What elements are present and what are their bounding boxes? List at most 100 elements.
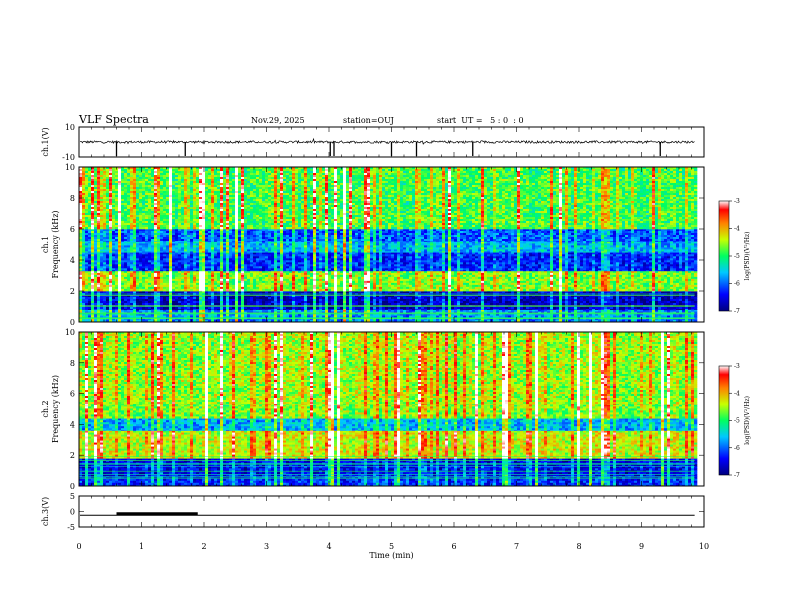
spectrogram-cell	[673, 310, 676, 312]
spectrogram-cell	[97, 310, 100, 312]
ch1-trace	[80, 139, 694, 145]
spectrogram-cell	[646, 310, 649, 312]
spectrogram-cell	[283, 310, 286, 312]
spectrogram-cell	[187, 310, 190, 312]
spectrogram-cell	[148, 310, 151, 312]
spectrogram-cell	[196, 297, 199, 299]
spectrogram-cell	[376, 310, 379, 312]
spectrogram-cell	[340, 310, 343, 312]
spectrogram-cell	[619, 310, 622, 312]
spectrogram-cell	[157, 310, 160, 312]
spectrogram-cell	[565, 310, 568, 312]
spectrogram-cell	[631, 310, 634, 312]
spectrogram-cell	[682, 310, 685, 312]
spectrogram-cell	[571, 310, 574, 312]
spectrogram-cell	[157, 297, 160, 299]
spectrogram-cell	[106, 310, 109, 312]
spectrogram-cell	[637, 310, 640, 312]
spectrogram-cell	[343, 310, 346, 312]
spectrogram-cell	[82, 310, 85, 312]
spectrogram-cell	[253, 310, 256, 312]
spectrogram-cell	[655, 310, 658, 312]
spectrogram-cell	[187, 297, 190, 299]
spectrogram-cell	[127, 297, 130, 299]
spectrogram-cell	[508, 310, 511, 312]
spectrogram-cell	[253, 297, 256, 299]
spectrogram-cell	[361, 310, 364, 312]
spectrogram-cell	[538, 310, 541, 312]
spectrogram-cell	[274, 310, 277, 312]
spectrogram-cell	[226, 297, 229, 299]
spectrogram-cell	[130, 310, 133, 312]
spectrogram-cell	[568, 310, 571, 312]
spectrogram-cell	[178, 310, 181, 312]
spectrogram-cell	[487, 310, 490, 312]
spectrogram-cell	[559, 310, 562, 312]
spectrogram-cell	[427, 310, 430, 312]
spectrogram-cell	[103, 310, 106, 312]
spectrogram-cell	[190, 297, 193, 299]
spectrogram-cell	[346, 310, 349, 312]
spectrogram-cell	[493, 310, 496, 312]
spectrogram-cell	[100, 297, 103, 299]
spectrogram-cell	[163, 297, 166, 299]
spectrogram-cell	[229, 310, 232, 312]
spectrogram-cell	[196, 310, 199, 312]
ch1-waveform-panel: 10-10ch.1(V)	[41, 123, 704, 162]
spectrogram-cell	[256, 310, 259, 312]
spectrogram-cell	[202, 310, 205, 312]
spectrogram-cell	[148, 297, 151, 299]
spectrogram-cell	[460, 310, 463, 312]
spectrogram-cell	[556, 310, 559, 312]
spectrogram-cell	[172, 297, 175, 299]
spectrogram-cell	[385, 310, 388, 312]
spectrogram-cell	[238, 297, 241, 299]
spectrogram-cell	[184, 297, 187, 299]
spectrogram-cell	[562, 310, 565, 312]
spectrogram-cell	[526, 310, 529, 312]
spectrogram-cell	[382, 310, 385, 312]
spectrogram-cell	[397, 310, 400, 312]
spectrogram-cell	[259, 310, 262, 312]
spectrogram-cell	[328, 310, 331, 312]
spectrogram-cell	[202, 297, 205, 299]
spectrogram-cell	[304, 310, 307, 312]
spectrogram-cell	[91, 297, 94, 299]
spectrogram-cell	[490, 310, 493, 312]
spectrogram-cell	[307, 310, 310, 312]
spectrogram-cell	[145, 297, 148, 299]
date-label: Nov.29, 2025	[251, 116, 305, 125]
spectrogram-cell	[289, 310, 292, 312]
spectrogram-cell	[688, 310, 691, 312]
spectrogram-cell	[91, 310, 94, 312]
spectrogram-cell	[277, 310, 280, 312]
spectrogram-cell	[208, 297, 211, 299]
spectrogram-cell	[451, 310, 454, 312]
spectrogram-cell	[151, 310, 154, 312]
spectrogram-cell	[580, 310, 583, 312]
spectrogram-cell	[247, 310, 250, 312]
spectrogram-cell	[205, 310, 208, 312]
spectrogram-cell	[211, 310, 214, 312]
spectrogram-cell	[595, 310, 598, 312]
spectrogram-cell	[601, 310, 604, 312]
spectrogram-cell	[430, 310, 433, 312]
spectrogram-cell	[178, 297, 181, 299]
spectrogram-cell	[190, 310, 193, 312]
spectrogram-cell	[355, 310, 358, 312]
spectrogram-cell	[109, 297, 112, 299]
spectrogram-cell	[421, 310, 424, 312]
spectrogram-cell	[331, 310, 334, 312]
spectrogram-cell	[280, 310, 283, 312]
spectrogram-cell	[544, 310, 547, 312]
spectrogram-cell	[181, 297, 184, 299]
spectrogram-cell	[220, 310, 223, 312]
spectrogram-cell	[481, 310, 484, 312]
spectrogram-cell	[82, 297, 85, 299]
spectrogram-cell	[268, 310, 271, 312]
vlf-spectra-figure: VLF Spectra Nov.29, 2025 station=OUJ sta…	[0, 0, 792, 612]
spectrogram-cell	[319, 310, 322, 312]
spectrogram-cell	[166, 297, 169, 299]
spectrogram-cell	[325, 310, 328, 312]
start-ut-label: start UT = 5 : 0 : 0	[437, 116, 524, 125]
